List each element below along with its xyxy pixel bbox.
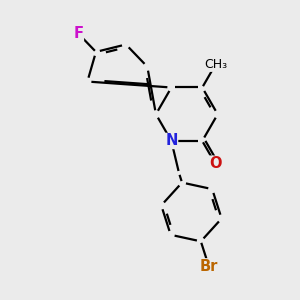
Text: Br: Br	[200, 259, 218, 274]
Text: O: O	[209, 156, 222, 171]
Text: N: N	[165, 134, 178, 148]
Text: CH₃: CH₃	[204, 58, 227, 71]
Text: F: F	[74, 26, 83, 41]
